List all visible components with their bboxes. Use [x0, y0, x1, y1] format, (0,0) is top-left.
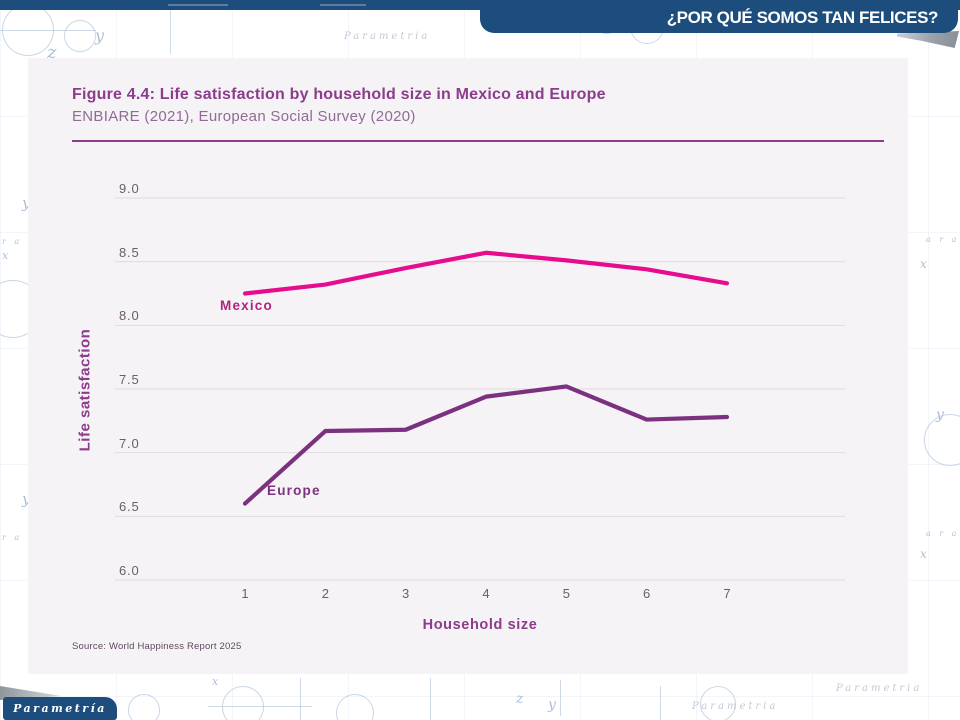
- sketch-line: [430, 678, 431, 720]
- y-tick-label: 6.5: [119, 499, 140, 515]
- parametria-watermark: Parametria: [836, 683, 923, 694]
- sketch-line: [560, 680, 561, 716]
- x-tick-label: 4: [482, 586, 490, 601]
- sketch-letter-y: y: [22, 490, 31, 508]
- sketch-line: [0, 30, 96, 31]
- y-tick-label: 8.0: [119, 308, 140, 324]
- y-tick-label: 8.5: [119, 244, 140, 260]
- chart-svg: [115, 197, 845, 581]
- x-tick-label: 6: [643, 586, 651, 601]
- sketch-letter-z: z: [47, 42, 57, 63]
- top-bar-dash: [168, 4, 228, 6]
- parametria-logo-text: Parametría: [13, 701, 107, 715]
- x-axis-title: Household size: [422, 617, 538, 633]
- sketch-letter-y: y: [22, 194, 31, 212]
- series-line-mexico: [242, 250, 730, 296]
- sketch-letter-x: x: [212, 675, 219, 688]
- sketch-line: [170, 10, 171, 54]
- sketch-line: [208, 706, 312, 707]
- figure-subtitle: ENBIARE (2021), European Social Survey (…: [72, 108, 416, 125]
- y-tick-label: 7.5: [119, 372, 140, 387]
- sketch-line: [660, 686, 661, 720]
- sketch-circle: [128, 694, 160, 720]
- header-ribbon: ¿POR QUÉ SOMOS TAN FELICES?: [480, 0, 958, 33]
- series-label-europe: Europe: [267, 483, 321, 498]
- sketch-letter-y: y: [548, 697, 556, 713]
- y-tick-label: 6.0: [119, 563, 140, 578]
- sketch-text-fragment: r a m: [2, 237, 39, 246]
- top-bar-dash: [320, 4, 366, 6]
- series-label-mexico: Mexico: [220, 298, 273, 313]
- sketch-circle: [222, 686, 264, 720]
- parametria-logo: Parametría: [3, 697, 117, 720]
- sketch-circle: [64, 20, 96, 52]
- sketch-circle: [924, 414, 960, 466]
- y-axis-title: Life satisfaction: [76, 328, 94, 452]
- x-tick-label: 3: [402, 586, 410, 601]
- sketch-letter-x: x: [920, 257, 927, 271]
- plot-area: Household size 6.0 6.5 7.0 7.5 8.0 8.5 9.0 Mexi…: [115, 180, 845, 660]
- figure-title: Figure 4.4: Life satisfaction by househo…: [72, 86, 606, 103]
- sketch-text-fragment: a r a: [926, 235, 960, 244]
- sketch-circle: [700, 686, 736, 720]
- source-note: Source: World Happiness Report 2025: [72, 641, 242, 652]
- title-divider: [72, 140, 884, 142]
- sketch-circle: [336, 694, 374, 720]
- chart-card: Figure 4.4: Life satisfaction by househo…: [28, 58, 908, 674]
- x-tick-label: 1: [241, 586, 249, 601]
- sketch-line: [300, 678, 301, 720]
- series-line-europe: [242, 384, 730, 506]
- x-tick-label: 2: [321, 586, 329, 601]
- sketch-letter-x: x: [920, 547, 927, 561]
- y-tick-label: 9.0: [119, 181, 140, 196]
- y-tick-label: 7.0: [119, 435, 140, 451]
- x-tick-label: 7: [723, 586, 731, 601]
- sketch-letter-x: x: [2, 249, 9, 262]
- header-title: ¿POR QUÉ SOMOS TAN FELICES?: [666, 7, 939, 27]
- x-tick-label: 5: [562, 586, 570, 601]
- sketch-text-fragment: r a m: [2, 533, 39, 542]
- sketch-letter-y: y: [95, 26, 105, 45]
- sketch-text-fragment: a r a: [926, 529, 960, 538]
- sketch-letter-z: z: [516, 691, 524, 707]
- parametria-watermark: Parametria: [344, 31, 431, 42]
